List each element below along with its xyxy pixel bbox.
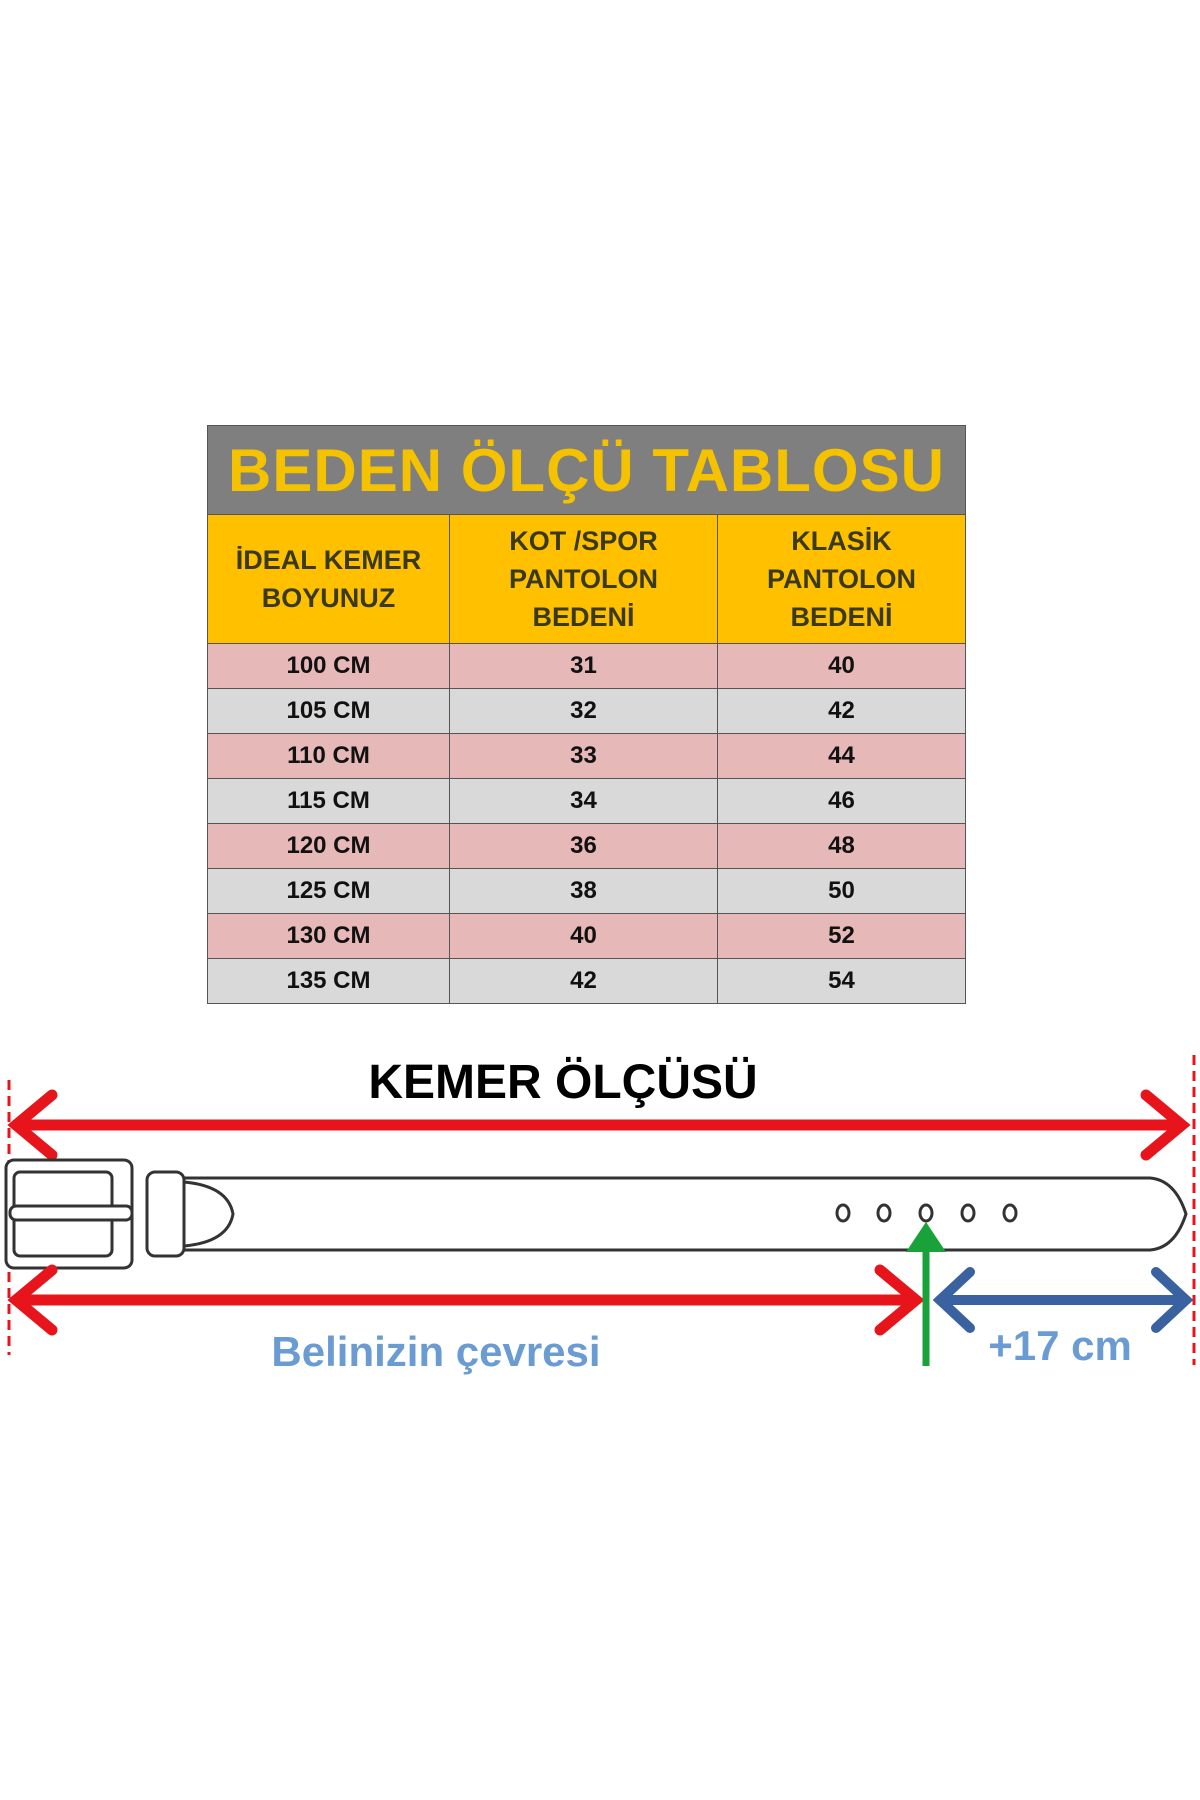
belt-hole	[876, 1203, 892, 1223]
table-cell: 50	[717, 868, 966, 914]
table-cell: 42	[449, 958, 718, 1004]
table-cell: 46	[717, 778, 966, 824]
table-title: BEDEN ÖLÇÜ TABLOSU	[207, 425, 966, 515]
waist-label: Belinizin çevresi	[271, 1328, 600, 1375]
table-row: 105 CM 32 42	[207, 688, 966, 734]
table-cell: 100 CM	[207, 643, 450, 689]
table-cell: 110 CM	[207, 733, 450, 779]
belt-holes	[835, 1203, 1018, 1223]
belt-hole	[1002, 1203, 1018, 1223]
table-cell: 125 CM	[207, 868, 450, 914]
header-text: İDEAL KEMER BOYUNUZ	[235, 545, 422, 613]
table-cell: 42	[717, 688, 966, 734]
green-arrow-icon	[906, 1222, 946, 1366]
header-jeans-size: KOT /SPOR PANTOLON BEDENİ	[449, 514, 718, 644]
table-cell: 48	[717, 823, 966, 869]
table-row: 135 CM 42 54	[207, 958, 966, 1004]
waist-arrow	[7, 1264, 925, 1336]
table-cell: 36	[449, 823, 718, 869]
belt-hole	[918, 1203, 934, 1223]
table-row: 125 CM 38 50	[207, 868, 966, 914]
table-row: 100 CM 31 40	[207, 643, 966, 689]
header-row: İDEAL KEMER BOYUNUZ KOT /SPOR PANTOLON B…	[207, 514, 966, 644]
header-belt-length: İDEAL KEMER BOYUNUZ	[207, 514, 450, 644]
table-cell: 32	[449, 688, 718, 734]
table-cell: 135 CM	[207, 958, 450, 1004]
table-cell: 120 CM	[207, 823, 450, 869]
table-cell: 54	[717, 958, 966, 1004]
extra-length-label: +17 cm	[988, 1322, 1132, 1369]
header-text: KLASİK PANTOLON BEDENİ	[766, 526, 916, 632]
belt-hole	[960, 1203, 976, 1223]
belt-hole	[835, 1203, 851, 1223]
header-text: KOT /SPOR PANTOLON BEDENİ	[508, 526, 658, 632]
table-cell: 38	[449, 868, 718, 914]
table-row: 115 CM 34 46	[207, 778, 966, 824]
header-classic-size: KLASİK PANTOLON BEDENİ	[717, 514, 966, 644]
table-cell: 44	[717, 733, 966, 779]
table-cell: 34	[449, 778, 718, 824]
diagram-title: KEMER ÖLÇÜSÜ	[368, 1056, 757, 1109]
table-cell: 40	[717, 643, 966, 689]
table-cell: 40	[449, 913, 718, 959]
table-cell: 115 CM	[207, 778, 450, 824]
size-table: BEDEN ÖLÇÜ TABLOSU İDEAL KEMER BOYUNUZ K…	[207, 425, 966, 1004]
table-cell: 130 CM	[207, 913, 450, 959]
table-cell: 31	[449, 643, 718, 689]
table-cell: 105 CM	[207, 688, 450, 734]
extra-length-arrow	[932, 1267, 1194, 1333]
total-length-arrow	[7, 1089, 1191, 1161]
table-row: 120 CM 36 48	[207, 823, 966, 869]
